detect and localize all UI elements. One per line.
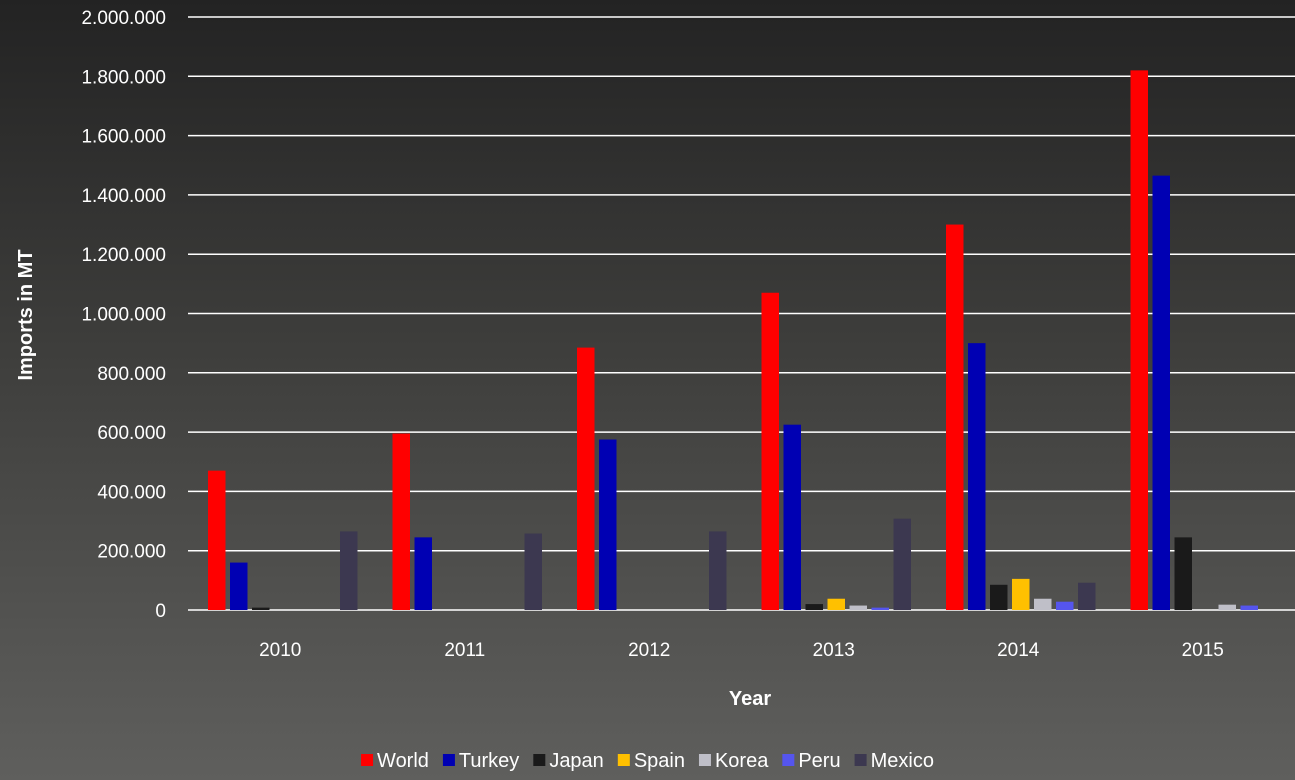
bar-turkey-2010 bbox=[230, 563, 248, 610]
bars bbox=[208, 70, 1258, 610]
bar-world-2012 bbox=[577, 348, 595, 610]
bar-korea-2015 bbox=[1219, 605, 1237, 610]
y-tick-label: 600.000 bbox=[97, 423, 166, 444]
bar-mexico-2012 bbox=[709, 531, 727, 610]
x-axis-title: Year bbox=[729, 688, 771, 710]
bar-world-2010 bbox=[208, 471, 226, 610]
y-tick-label: 2.000.000 bbox=[81, 8, 166, 29]
bar-japan-2013 bbox=[806, 604, 824, 610]
x-tick-label: 2013 bbox=[813, 640, 855, 661]
y-tick-label: 1.800.000 bbox=[81, 67, 166, 88]
x-tick-label: 2010 bbox=[259, 640, 301, 661]
y-tick-label: 1.400.000 bbox=[81, 186, 166, 207]
bar-japan-2014 bbox=[990, 585, 1008, 610]
y-tick-label: 1.200.000 bbox=[81, 245, 166, 266]
y-tick-label: 1.600.000 bbox=[81, 127, 166, 148]
bar-mexico-2014 bbox=[1078, 583, 1096, 610]
legend-swatch-mexico bbox=[855, 754, 867, 766]
bar-peru-2015 bbox=[1241, 606, 1259, 610]
bar-korea-2013 bbox=[850, 606, 868, 610]
bar-korea-2014 bbox=[1034, 599, 1052, 610]
legend-label: Korea bbox=[715, 750, 769, 772]
legend-label: Peru bbox=[798, 750, 840, 772]
legend-label: Mexico bbox=[871, 750, 934, 772]
legend-swatch-turkey bbox=[443, 754, 455, 766]
y-tick-label: 1.000.000 bbox=[81, 305, 166, 326]
bar-world-2014 bbox=[946, 225, 964, 610]
bar-spain-2013 bbox=[828, 599, 846, 610]
bar-turkey-2012 bbox=[599, 440, 617, 610]
legend-swatch-japan bbox=[533, 754, 545, 766]
bar-japan-2015 bbox=[1175, 537, 1193, 610]
bar-peru-2014 bbox=[1056, 602, 1074, 610]
legend-swatch-spain bbox=[618, 754, 630, 766]
legend-swatch-peru bbox=[782, 754, 794, 766]
x-tick-label: 2014 bbox=[997, 640, 1040, 661]
legend-label: World bbox=[377, 750, 429, 772]
bar-mexico-2011 bbox=[525, 534, 543, 610]
y-tick-label: 400.000 bbox=[97, 482, 166, 503]
bar-mexico-2013 bbox=[894, 519, 912, 610]
legend-swatch-world bbox=[361, 754, 373, 766]
y-axis-ticks: 0 200.000 400.000 600.000 800.000 1.000.000 1.… bbox=[81, 8, 166, 622]
bar-turkey-2013 bbox=[784, 425, 802, 610]
bar-world-2011 bbox=[393, 434, 411, 610]
bar-mexico-2010 bbox=[340, 531, 358, 610]
y-tick-label: 200.000 bbox=[97, 542, 166, 563]
bar-turkey-2015 bbox=[1153, 176, 1171, 610]
x-tick-label: 2015 bbox=[1182, 640, 1224, 661]
legend-swatch-korea bbox=[699, 754, 711, 766]
bar-turkey-2014 bbox=[968, 343, 986, 610]
bar-spain-2014 bbox=[1012, 579, 1030, 610]
gridlines bbox=[188, 17, 1295, 610]
legend-label: Spain bbox=[634, 750, 685, 772]
y-tick-label: 0 bbox=[155, 601, 166, 622]
y-axis-title: Imports in MT bbox=[15, 249, 37, 380]
bar-turkey-2011 bbox=[415, 537, 433, 610]
x-tick-label: 2012 bbox=[628, 640, 670, 661]
legend: World Turkey Japan Spain Korea Peru Mexico bbox=[361, 750, 934, 772]
bar-world-2013 bbox=[762, 293, 780, 610]
y-tick-label: 800.000 bbox=[97, 364, 166, 385]
x-axis-ticks: 2010 2011 2012 2013 2014 2015 bbox=[259, 640, 1224, 661]
x-tick-label: 2011 bbox=[444, 640, 485, 661]
legend-label: Turkey bbox=[459, 750, 519, 772]
legend-label: Japan bbox=[549, 750, 604, 772]
bar-japan-2010 bbox=[252, 608, 270, 610]
bar-world-2015 bbox=[1131, 70, 1149, 610]
bar-peru-2013 bbox=[872, 608, 890, 610]
